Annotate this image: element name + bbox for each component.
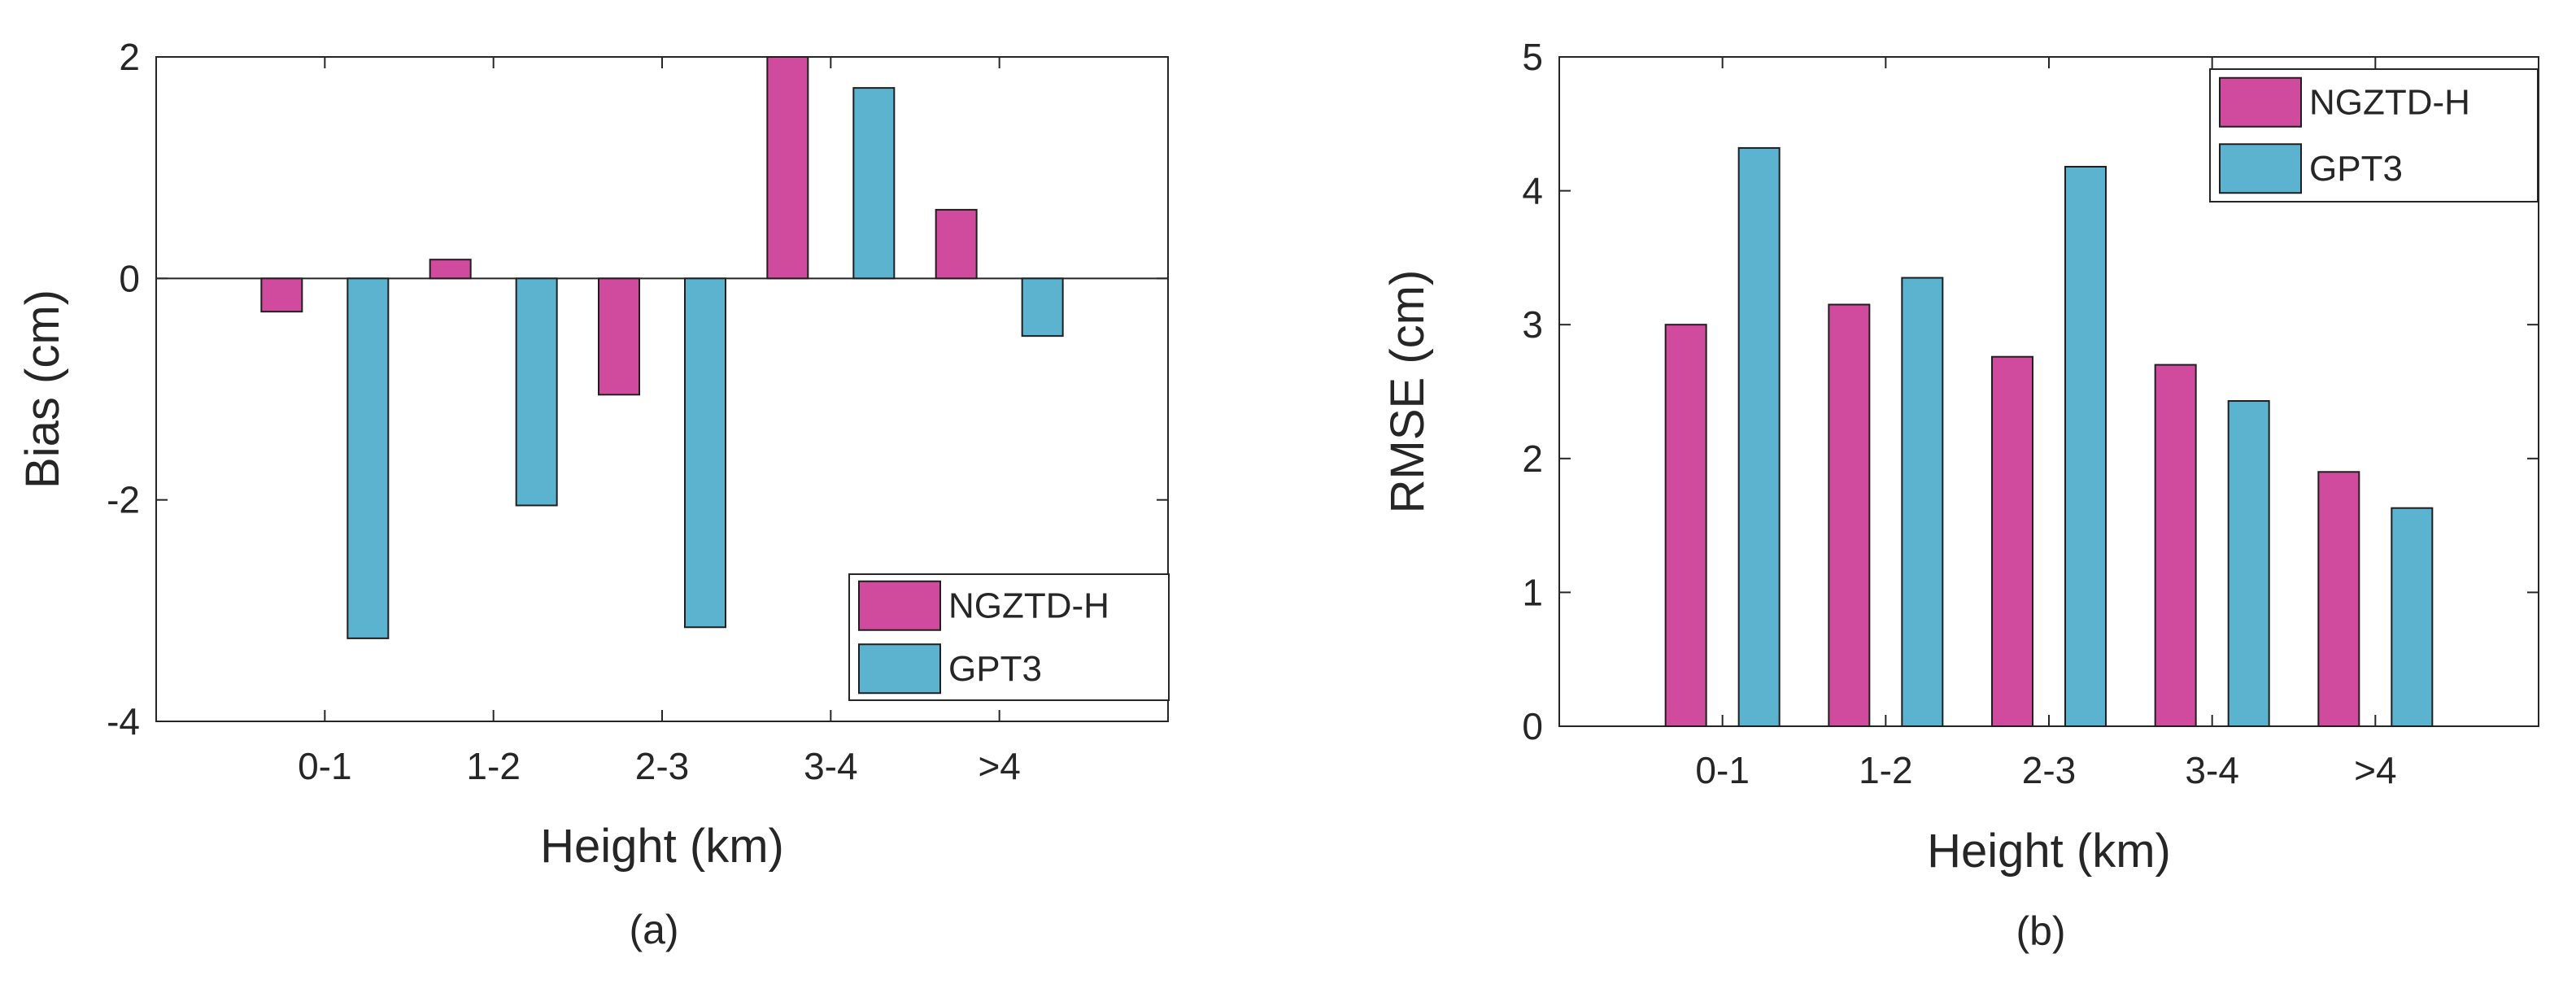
bar-ngztd-h-3 [2154,364,2197,727]
chart-panel-b: 0 1 2 3 4 5 0-1 1-2 2-3 3-4 >4 RMSE (cm) Height (km)… [1381,36,2539,954]
legend-label-gpt3: GPT3 [948,649,1042,689]
y-tick-label: 0 [1522,705,1543,747]
x-tick-label: 3-4 [2185,749,2238,791]
legend-swatch-ngztd-h [858,580,941,631]
x-tick-label: 3-4 [804,745,857,787]
bar-gpt3-0 [1737,146,1781,728]
x-axis-label: Height (km) [540,820,784,873]
bar-gpt3-3 [852,87,896,280]
series-gpt3 [1737,146,2434,728]
x-tick-label: >4 [2354,749,2396,791]
bar-ngztd-h-2 [1991,355,2033,727]
bar-gpt3-0 [347,277,390,639]
x-tick-label: 2-3 [2022,749,2076,791]
series-ngztd-h [260,56,978,396]
x-tick-label: >4 [978,745,1020,787]
y-tick-label: 5 [1522,36,1543,78]
y-axis-label: Bias (cm) [16,290,69,489]
bar-ngztd-h-1 [1828,303,1871,727]
y-tick-label: 4 [1522,170,1543,212]
y-tick-label: 0 [119,257,140,299]
chart-panel-a: -4 -2 0 2 0-1 1-2 2-3 3-4 >4 Bias (cm) Height (km)… [16,36,1170,952]
panel-caption: (a) [629,907,678,952]
bar-ngztd-h-4 [935,208,978,280]
bar-ngztd-h-4 [2317,471,2360,727]
bar-gpt3-4 [1021,277,1064,338]
bar-ngztd-h-0 [260,277,303,313]
bar-ngztd-h-2 [598,277,640,396]
legend: NGZTD-H GPT3 [848,573,1170,701]
panel-caption: (b) [2016,908,2065,954]
y-tick-label: 2 [119,36,140,78]
legend-swatch-ngztd-h [2219,76,2302,128]
y-tick-label: 1 [1522,571,1543,613]
x-tick-label: 1-2 [1859,749,1912,791]
bar-ngztd-h-0 [1664,324,1707,727]
legend: NGZTD-H GPT3 [2209,68,2539,203]
legend-swatch-gpt3 [858,643,941,695]
y-tick-label: -2 [107,479,140,521]
x-tick-label: 1-2 [466,745,520,787]
legend-label-ngztd-h: NGZTD-H [948,586,1109,625]
y-tick-label: -4 [107,700,140,743]
y-tick-label: 3 [1522,303,1543,346]
bar-gpt3-2 [684,277,726,629]
legend-label-ngztd-h: NGZTD-H [2309,82,2470,122]
legend-swatch-gpt3 [2219,143,2302,194]
series-gpt3 [347,87,1064,639]
series-ngztd-h [1664,303,2360,727]
bar-gpt3-2 [2064,165,2107,728]
y-tick-label: 2 [1522,438,1543,480]
x-axis-label: Height (km) [1927,825,2171,878]
bar-ngztd-h-1 [429,259,472,280]
bar-gpt3-1 [1901,277,1944,727]
legend-label-gpt3: GPT3 [2309,149,2403,189]
y-axis-label: RMSE (cm) [1381,270,1434,514]
x-tick-label: 0-1 [298,745,351,787]
bar-gpt3-4 [2391,507,2434,728]
x-tick-label: 0-1 [1695,749,1749,791]
bar-gpt3-3 [2227,400,2270,727]
bar-ngztd-h-3 [766,56,809,280]
bar-gpt3-1 [515,277,558,507]
x-tick-label: 2-3 [635,745,689,787]
